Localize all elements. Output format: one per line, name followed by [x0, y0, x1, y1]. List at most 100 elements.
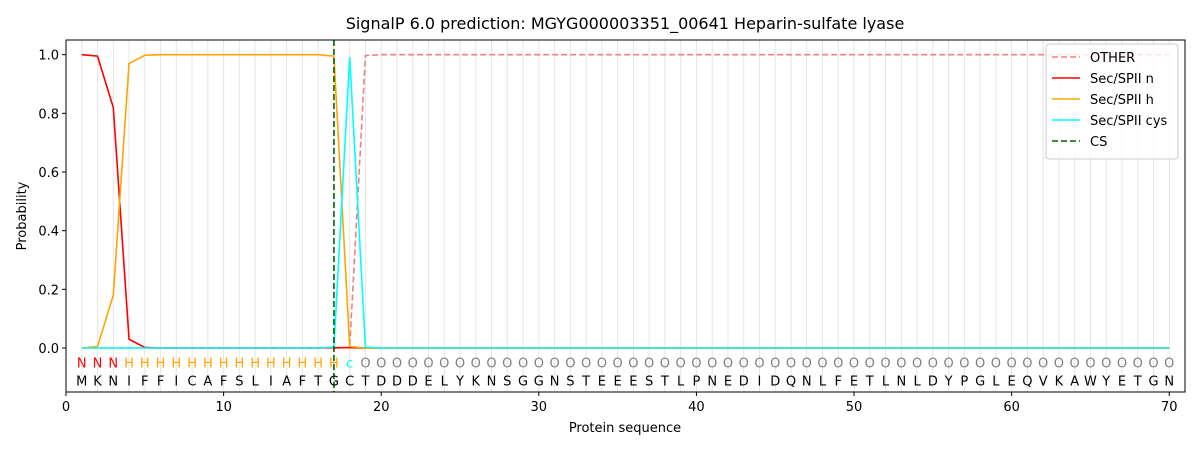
region-tag-label: O	[471, 357, 481, 372]
region-tag-label: O	[549, 357, 559, 372]
region-tag-label: O	[943, 357, 953, 372]
plot-area: 0 10 20 30 40 50 60 700.00.20.40.60.81.0MNKNNNI…	[38, 39, 1186, 415]
residue-label: S	[645, 374, 653, 389]
x-tick-label: 60	[1003, 400, 1020, 415]
residue-label: N	[896, 374, 906, 389]
region-tag-label: O	[928, 357, 938, 372]
residue-label: A	[1070, 374, 1079, 389]
residue-label: L	[677, 374, 685, 389]
residue-label: E	[598, 374, 606, 389]
region-tag-label: H	[250, 357, 260, 372]
residue-label: K	[93, 374, 102, 389]
y-tick-label: 0.2	[38, 283, 59, 298]
residue-label: L	[913, 374, 921, 389]
residue-label: E	[629, 374, 637, 389]
residue-label: L	[882, 374, 890, 389]
residue-label: L	[441, 374, 449, 389]
residue-label: T	[865, 374, 874, 389]
region-tag-label: O	[1101, 357, 1111, 372]
series-line-sec-spii-cys	[81, 56, 1170, 349]
region-tag-label: O	[1085, 357, 1095, 372]
residue-label: A	[282, 374, 291, 389]
region-tag-label: O	[1117, 357, 1127, 372]
residue-label: G	[534, 374, 544, 389]
region-tag-label: O	[423, 357, 433, 372]
y-tick-label: 1.0	[38, 49, 59, 64]
residue-label: E	[1118, 374, 1126, 389]
residue-label: I	[127, 374, 131, 389]
residue-label: I	[269, 374, 273, 389]
residue-label: K	[1055, 374, 1064, 389]
residue-label: T	[360, 374, 369, 389]
region-tag-label: N	[108, 357, 118, 372]
region-tag-label: H	[329, 357, 339, 372]
region-tag-label: O	[691, 357, 701, 372]
region-tag-label: O	[912, 357, 922, 372]
region-tag-label: O	[707, 357, 717, 372]
residue-label: T	[313, 374, 322, 389]
residue-label: P	[960, 374, 968, 389]
residue-label: L	[992, 374, 1000, 389]
region-tag-label: N	[77, 357, 87, 372]
y-tick-label: 0.8	[38, 107, 59, 122]
residue-label: E	[850, 374, 858, 389]
region-tag-label: O	[597, 357, 607, 372]
region-tag-label: O	[1038, 357, 1048, 372]
region-tag-label: O	[1054, 357, 1064, 372]
residue-label: D	[739, 374, 749, 389]
region-tag-label: H	[171, 357, 181, 372]
region-tag-label: H	[282, 357, 292, 372]
x-tick-label: 30	[531, 400, 548, 415]
legend-entry: Sec/SPII cys	[1090, 114, 1168, 129]
residue-label: Y	[944, 374, 953, 389]
residue-label: F	[299, 374, 306, 389]
legend-entry: Sec/SPII n	[1090, 72, 1154, 87]
residue-label: S	[235, 374, 243, 389]
region-tag-label: O	[1022, 357, 1032, 372]
residue-label: C	[188, 374, 197, 389]
region-tag-label: H	[187, 357, 197, 372]
series-line-sec-spii-h	[81, 53, 1170, 349]
residue-label: L	[819, 374, 827, 389]
residue-label: I	[758, 374, 762, 389]
region-tag-label: O	[1007, 357, 1017, 372]
y-tick-label: 0.0	[38, 342, 59, 357]
residue-label: E	[424, 374, 432, 389]
region-tag-label: O	[676, 357, 686, 372]
residue-label: Q	[786, 374, 796, 389]
residue-label: T	[660, 374, 669, 389]
residue-label: T	[1133, 374, 1142, 389]
residue-label: N	[1164, 374, 1174, 389]
region-tag-label: N	[93, 357, 103, 372]
region-tag-label: O	[959, 357, 969, 372]
region-tag-label: O	[865, 357, 875, 372]
residue-label: D	[408, 374, 418, 389]
region-tag-label: O	[849, 357, 859, 372]
residue-label: C	[345, 374, 354, 389]
residue-label: G	[975, 374, 985, 389]
residue-label: F	[835, 374, 842, 389]
residue-label: S	[566, 374, 574, 389]
x-axis-label: Protein sequence	[569, 421, 681, 436]
residue-label: F	[141, 374, 148, 389]
region-tag-label: O	[1133, 357, 1143, 372]
legend-entry: Sec/SPII h	[1090, 93, 1154, 108]
residue-label: F	[157, 374, 164, 389]
residue-label: E	[724, 374, 732, 389]
region-tag-label: H	[140, 357, 150, 372]
residue-label: N	[802, 374, 812, 389]
residue-label: V	[1039, 374, 1048, 389]
residue-label: E	[614, 374, 622, 389]
x-tick-label: 0	[62, 400, 70, 415]
x-tick-label: 50	[846, 400, 863, 415]
residue-label: G	[1148, 374, 1158, 389]
residue-label: S	[503, 374, 511, 389]
y-tick-label: 0.6	[38, 166, 59, 181]
residue-label: I	[174, 374, 178, 389]
residue-label: E	[1008, 374, 1016, 389]
residue-label: N	[707, 374, 717, 389]
region-tag-label: O	[439, 357, 449, 372]
y-tick-label: 0.4	[38, 225, 59, 240]
residue-label: Q	[1022, 374, 1032, 389]
